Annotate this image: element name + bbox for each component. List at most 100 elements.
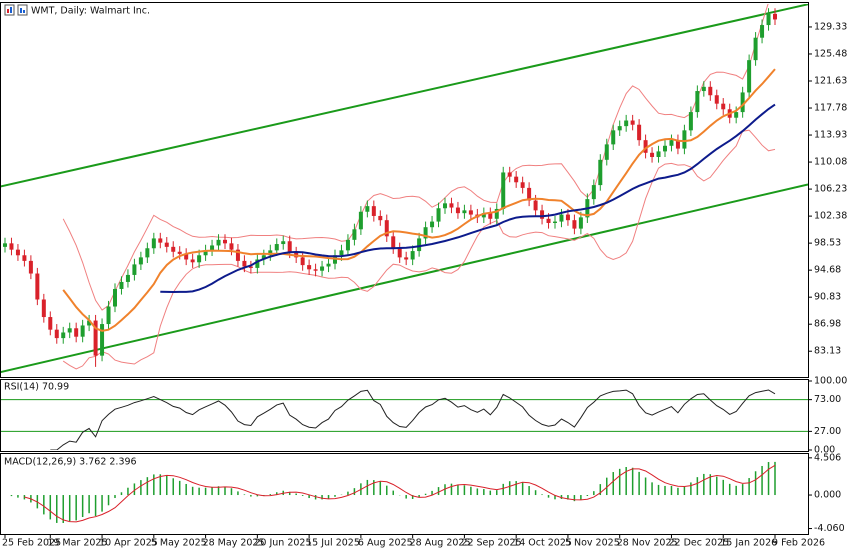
candle-body [520,182,525,188]
icon [20,8,22,13]
candle-body [22,255,27,261]
candle-body [553,221,557,223]
candle-body [184,253,189,260]
x-tick-label: 28 Nov 2025 [617,538,678,549]
candle-body [113,288,117,307]
x-tick-label: 14 Oct 2025 [513,538,572,549]
candle-body [423,227,428,239]
y-tick-label: 86.98 [814,319,841,330]
x-tick-label: 15 Jan 2026 [720,538,777,549]
y-tick-label: 0.000 [814,490,841,501]
candle-body [747,60,752,93]
candle-body [125,274,130,282]
candle-body [223,239,227,244]
candle-body [132,264,137,275]
main-panel [0,2,809,378]
candle-body [281,241,286,245]
candle-body [397,248,402,258]
candle-body [54,329,59,339]
fast-ma [62,68,776,332]
candle-body [624,120,629,127]
y-tick-label: 106.23 [814,184,847,195]
candle-body [93,320,98,356]
channel-line [1,183,808,374]
candle-body [203,250,208,256]
candle-body [164,242,169,247]
y-tick-label: 83.13 [814,346,841,357]
rsi-line [50,389,776,450]
candle-body [158,238,163,243]
candle-body [100,324,105,356]
candle-body [261,255,266,260]
candle-body [630,120,635,125]
rsi-label: RSI(14) 70.99 [4,382,69,393]
icon [10,7,12,13]
candle-body [501,172,506,209]
candle-body [3,243,7,247]
candle-body [572,220,577,229]
rsi-panel [0,379,809,452]
candle-body [358,211,363,230]
x-tick-label: 22 Dec 2025 [668,538,729,549]
candle-body [675,140,680,149]
x-tick-label: 15 Jul 2025 [306,538,360,549]
y-tick-label: 102.38 [814,211,847,222]
candle-body [274,244,279,251]
y-tick-label: 129.33 [814,21,847,32]
candle-body [235,249,240,261]
macd-label: MACD(12,26,9) 3.762 2.396 [4,457,137,468]
candle-body [106,306,111,325]
candle-body [436,208,441,222]
candle-body [611,130,616,145]
y-tick-label: 121.63 [814,75,847,86]
y-tick-label: 94.68 [814,265,841,276]
candle-body [229,243,234,250]
y-tick-label: 110.08 [814,157,847,168]
candle-body [598,159,603,186]
x-tick-label: 19 Mar 2025 [47,538,107,549]
candle-body [339,250,344,256]
x-tick-label: 9 Feb 2026 [772,538,825,549]
candle-body [565,214,570,221]
candle-body [773,13,777,20]
rsi-plot [1,389,808,450]
candle-body [300,257,305,266]
candle-body [404,257,409,260]
candle-body [307,265,312,270]
candle-body [119,281,124,289]
candle-body [714,95,719,104]
candle-body [643,140,648,153]
macd-signal [24,464,776,523]
candle-body [488,213,493,219]
candle-body [197,255,202,263]
candle-body [540,210,545,219]
candle-body [326,263,331,267]
candle-body [760,25,765,38]
candle-body [533,200,538,211]
candle-body [507,172,512,177]
candle-body [320,266,325,271]
icon [4,4,15,16]
y-tick-label: 0.00 [814,445,835,456]
candle-body [481,213,486,218]
candle-body [591,185,596,200]
candle-body [617,126,622,131]
candle-body [721,103,726,110]
candle-body [61,332,66,339]
candle-body [87,320,92,326]
candle-body [391,236,396,249]
candle-body [371,206,376,216]
candle-body [190,259,195,263]
candle-body [287,241,292,253]
candle-body [15,249,20,256]
macd-panel [0,453,809,535]
x-tick-label: 22 Sep 2025 [461,538,521,549]
candle-body [449,203,454,208]
candle-body [255,259,260,268]
y-tick-label: 117.78 [814,103,847,114]
x-tick-label: 20 Jun 2025 [254,538,311,549]
candle-body [527,187,532,201]
y-tick-label: -4.060 [814,523,845,534]
x-tick-label: 10 Apr 2025 [99,538,158,549]
